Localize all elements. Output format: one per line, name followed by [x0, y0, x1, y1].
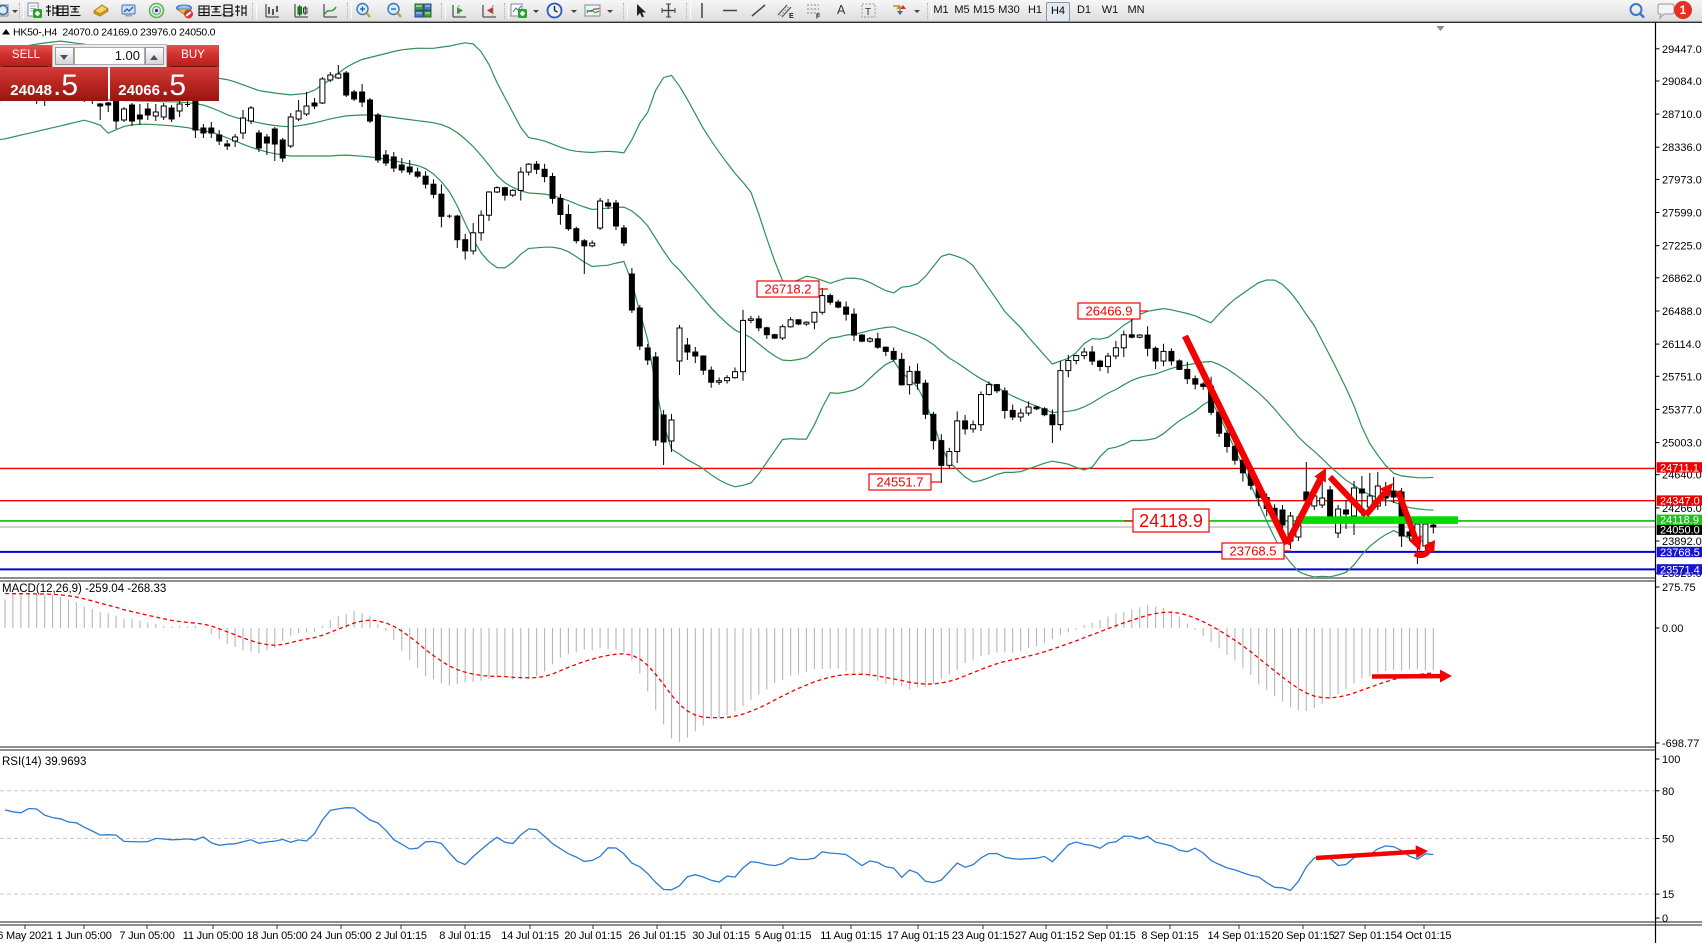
svg-text:8 Jul 01:15: 8 Jul 01:15	[439, 930, 491, 942]
svg-text:F: F	[816, 14, 821, 21]
svg-text:26718.2: 26718.2	[765, 282, 812, 297]
svg-text:6 May 2021: 6 May 2021	[0, 930, 53, 942]
svg-text:26114.0: 26114.0	[1662, 339, 1701, 351]
svg-text:24551.7: 24551.7	[877, 475, 924, 490]
svg-text:E: E	[789, 13, 794, 20]
svg-text:5 Aug 01:15: 5 Aug 01:15	[755, 930, 812, 942]
svg-text:28336.0: 28336.0	[1662, 142, 1702, 154]
svg-text:26 Jul 01:15: 26 Jul 01:15	[628, 930, 686, 942]
svg-text:25003.0: 25003.0	[1662, 438, 1702, 450]
svg-text:2 Sep 01:15: 2 Sep 01:15	[1078, 930, 1135, 942]
svg-text:25751.0: 25751.0	[1662, 371, 1702, 383]
svg-text:27225.0: 27225.0	[1662, 241, 1702, 253]
svg-text:8 Sep 01:15: 8 Sep 01:15	[1141, 930, 1198, 942]
svg-text:HK50-,H4 24070.0 24169.0 2397: HK50-,H4 24070.0 24169.0 23976.0 24050.0	[13, 27, 216, 39]
svg-text:27 Sep 01:15: 27 Sep 01:15	[1333, 930, 1396, 942]
svg-text:MACD(12,26,9) -259.04 -268.33: MACD(12,26,9) -259.04 -268.33	[2, 583, 166, 595]
svg-text:14 Jul 01:15: 14 Jul 01:15	[501, 930, 559, 942]
svg-text:24118.9: 24118.9	[1139, 511, 1203, 531]
svg-text:29084.0: 29084.0	[1662, 76, 1702, 88]
svg-text:24 Jun 05:00: 24 Jun 05:00	[310, 930, 371, 942]
svg-text:23768.5: 23768.5	[1660, 547, 1700, 559]
svg-text:2 Jul 01:15: 2 Jul 01:15	[375, 930, 427, 942]
svg-text:275.75: 275.75	[1662, 582, 1696, 594]
svg-text:26862.0: 26862.0	[1662, 273, 1702, 285]
svg-text:26488.0: 26488.0	[1662, 306, 1702, 318]
svg-text:11 Jun 05:00: 11 Jun 05:00	[183, 930, 243, 942]
svg-text:24347.0: 24347.0	[1660, 496, 1700, 508]
svg-text:20 Jul 01:15: 20 Jul 01:15	[564, 930, 622, 942]
svg-text:29447.0: 29447.0	[1662, 44, 1702, 56]
svg-text:50: 50	[1662, 834, 1674, 846]
svg-text:27599.0: 27599.0	[1662, 208, 1702, 220]
svg-text:0: 0	[1662, 913, 1668, 925]
svg-text:14 Sep 01:15: 14 Sep 01:15	[1207, 930, 1270, 942]
svg-text:25377.0: 25377.0	[1662, 404, 1702, 416]
svg-text:80: 80	[1662, 786, 1674, 798]
svg-text:27973.0: 27973.0	[1662, 174, 1702, 186]
svg-text:30 Jul 01:15: 30 Jul 01:15	[692, 930, 750, 942]
svg-text:100: 100	[1662, 754, 1680, 766]
svg-text:27 Aug 01:15: 27 Aug 01:15	[1015, 930, 1078, 942]
svg-text:23768.5: 23768.5	[1230, 544, 1277, 559]
svg-text:0.00: 0.00	[1662, 623, 1683, 635]
svg-text:28710.0: 28710.0	[1662, 109, 1702, 121]
svg-text:-698.77: -698.77	[1662, 738, 1699, 750]
svg-text:24711.1: 24711.1	[1660, 462, 1699, 474]
svg-text:4 Oct 01:15: 4 Oct 01:15	[1397, 930, 1452, 942]
svg-text:26466.9: 26466.9	[1086, 304, 1133, 319]
svg-text:1 Jun 05:00: 1 Jun 05:00	[56, 930, 111, 942]
svg-text:24050.0: 24050.0	[1660, 525, 1700, 537]
svg-text:20 Sep 01:15: 20 Sep 01:15	[1271, 930, 1334, 942]
svg-text:T: T	[865, 7, 871, 18]
svg-text:15: 15	[1662, 889, 1674, 901]
svg-text:23 Aug 01:15: 23 Aug 01:15	[952, 930, 1015, 942]
svg-text:RSI(14) 39.9693: RSI(14) 39.9693	[2, 756, 86, 768]
svg-text:24266.0: 24266.0	[1662, 503, 1702, 515]
svg-text:23571.4: 23571.4	[1660, 564, 1700, 576]
svg-text:11 Aug 01:15: 11 Aug 01:15	[820, 930, 882, 942]
svg-text:24118.9: 24118.9	[1660, 515, 1699, 527]
svg-text:23892.0: 23892.0	[1662, 536, 1702, 548]
svg-text:7 Jun 05:00: 7 Jun 05:00	[119, 930, 174, 942]
svg-text:17 Aug 01:15: 17 Aug 01:15	[887, 930, 950, 942]
svg-text:18 Jun 05:00: 18 Jun 05:00	[246, 930, 307, 942]
svg-text:24640.0: 24640.0	[1662, 470, 1702, 482]
